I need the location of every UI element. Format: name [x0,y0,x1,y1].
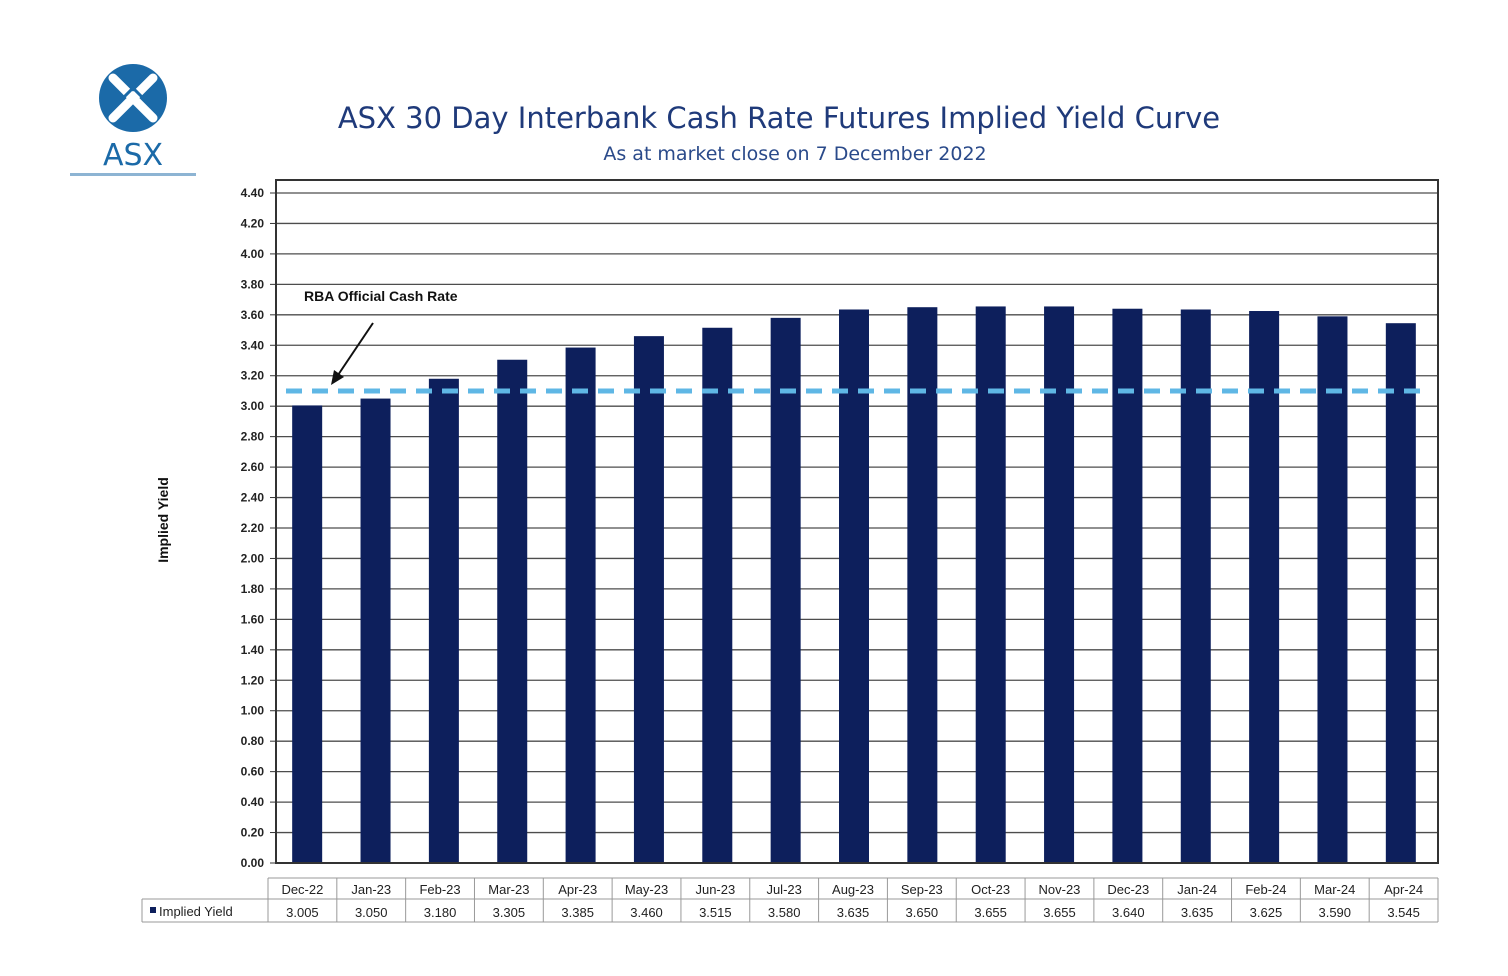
y-tick-label: 1.40 [241,643,265,657]
data-label: 3.180 [424,905,457,920]
y-tick-label: 0.20 [241,826,265,840]
cash-rate-annotation: RBA Official Cash Rate [304,288,458,385]
x-tick-label: Sep-23 [901,882,943,897]
bar [907,307,938,863]
x-tick-label: Jan-24 [1177,882,1217,897]
bar [702,327,733,863]
y-tick-label: 4.40 [241,186,265,200]
x-tick-label: Jan-23 [351,882,391,897]
y-axis-label: Implied Yield [155,477,171,563]
logo-text: ASX [103,138,163,173]
bar [1249,311,1280,863]
bar [839,309,869,863]
chart-subtitle: As at market close on 7 December 2022 [603,143,986,165]
bar [770,317,801,863]
y-tick-label: 3.20 [241,369,265,383]
data-label: 3.640 [1112,905,1145,920]
bar [975,306,1006,863]
legend-label: Implied Yield [159,904,233,919]
bar [360,398,391,863]
bar [1044,306,1075,863]
y-tick-label: 3.80 [241,277,265,291]
x-tick-label: Oct-23 [971,882,1010,897]
annotation-arrow [335,322,374,379]
bar [1180,309,1211,863]
y-tick-label: 1.20 [241,673,265,687]
data-label: 3.515 [699,905,732,920]
y-tick-label: 2.40 [241,491,265,505]
data-label: 3.545 [1387,905,1420,920]
x-tick-label: May-23 [625,882,668,897]
plot-frame [275,179,1439,864]
y-tick-label: 0.60 [241,765,265,779]
x-tick-label: Dec-23 [1107,882,1149,897]
data-label: 3.590 [1318,905,1351,920]
y-tick-label: 0.40 [241,795,265,809]
y-tick-label: 2.20 [241,521,265,535]
data-label: 3.005 [286,905,319,920]
data-label: 3.635 [837,905,870,920]
bar [292,405,323,863]
data-table: Dec-22 3.005 Jan-23 3.050 Feb-23 3.180 Mar-23 3… [141,877,1439,923]
data-label: 3.305 [493,905,526,920]
x-tick-label: Apr-23 [558,882,597,897]
data-label: 3.050 [355,905,388,920]
y-tick-label: 3.40 [241,338,265,352]
y-tick-label: 1.60 [241,612,265,626]
x-tick-label: Mar-23 [488,882,529,897]
y-tick-label: 3.00 [241,399,265,413]
x-tick-label: Dec-22 [281,882,323,897]
bar [1317,316,1348,863]
asx-logo: ASX [70,64,196,176]
cash-rate-label: RBA Official Cash Rate [304,288,458,304]
x-tick-label: Aug-23 [832,882,874,897]
legend-swatch [150,907,156,913]
bar [428,378,459,863]
data-label: 3.625 [1250,905,1283,920]
x-tick-label: Feb-23 [419,882,460,897]
y-tick-label: 1.80 [241,582,265,596]
chart-title: ASX 30 Day Interbank Cash Rate Futures I… [338,101,1220,135]
bar [1112,308,1143,863]
y-tick-label: 2.80 [241,430,265,444]
arrow-head-icon [331,370,344,385]
data-label: 3.655 [1043,905,1076,920]
y-tick-label: 3.60 [241,308,265,322]
data-label: 3.460 [630,905,663,920]
data-label: 3.385 [561,905,594,920]
bar [1385,323,1416,863]
x-tick-label: Feb-24 [1245,882,1286,897]
x-tick-label: Apr-24 [1384,882,1423,897]
y-tick-label: 2.00 [241,551,265,565]
y-tick-label: 4.20 [241,216,265,230]
data-label: 3.635 [1181,905,1214,920]
bar [497,359,528,863]
bar [565,347,596,863]
bars [292,306,1416,863]
bar [633,336,664,863]
data-label: 3.655 [974,905,1007,920]
x-tick-label: Nov-23 [1039,882,1081,897]
y-ticks: 0.00 0.20 0.40 0.60 0.80 1.00 1.20 1.40 1.60 1.80… [241,186,276,870]
x-tick-label: Jun-23 [695,882,735,897]
y-tick-label: 4.00 [241,247,265,261]
y-tick-label: 1.00 [241,704,265,718]
x-tick-label: Jul-23 [766,882,801,897]
x-tick-label: Mar-24 [1314,882,1355,897]
y-tick-label: 0.80 [241,734,265,748]
y-tick-label: 2.60 [241,460,265,474]
data-label: 3.580 [768,905,801,920]
y-tick-label: 0.00 [241,856,265,870]
data-label: 3.650 [906,905,939,920]
